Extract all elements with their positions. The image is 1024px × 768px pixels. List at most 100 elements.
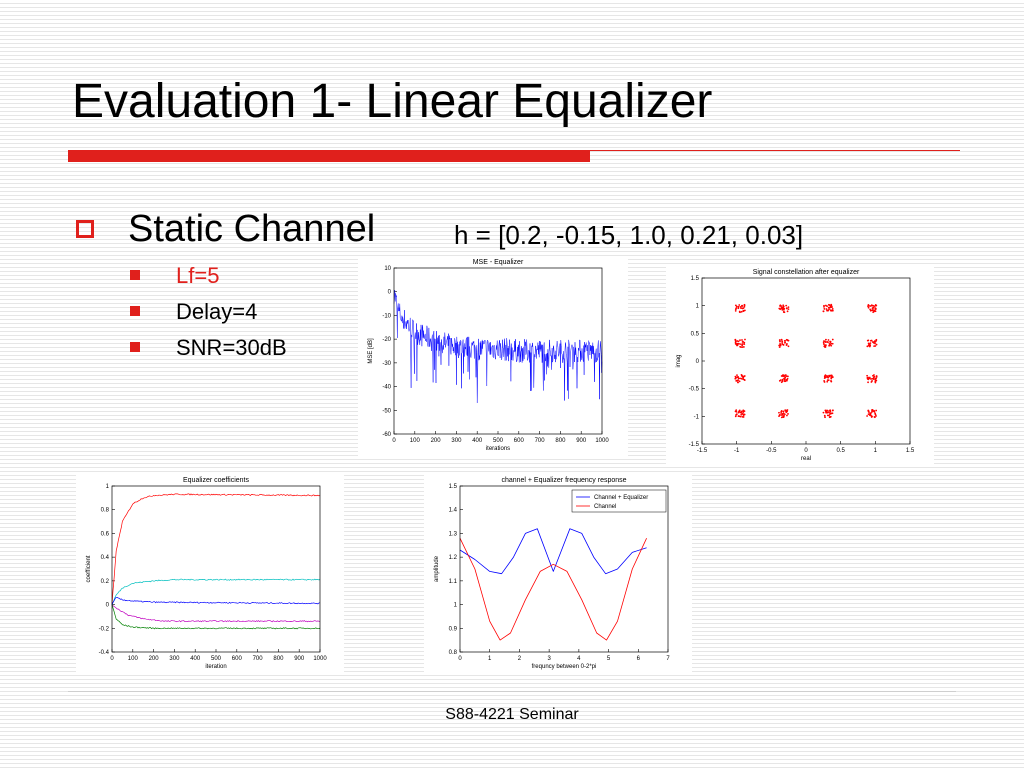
x-axis-label: iterations bbox=[486, 446, 510, 452]
x-tick-label: -1 bbox=[734, 448, 740, 454]
x-tick-label: 6 bbox=[637, 656, 641, 662]
constellation-sample bbox=[779, 304, 782, 307]
constellation-sample bbox=[743, 303, 746, 306]
constellation-point-cluster bbox=[734, 303, 746, 314]
constellation-sample bbox=[786, 310, 789, 313]
constellation-sample bbox=[741, 343, 744, 345]
constellation-sample bbox=[870, 339, 873, 342]
constellation-sample bbox=[739, 305, 742, 308]
constellation-sample bbox=[831, 412, 834, 415]
constellation-sample bbox=[867, 342, 870, 345]
constellation-sample bbox=[736, 342, 739, 345]
y-tick-label: 1 bbox=[106, 484, 110, 490]
y-tick-label: 10 bbox=[384, 266, 391, 272]
constellation-sample bbox=[781, 378, 784, 381]
y-tick-label: 0.2 bbox=[101, 579, 110, 585]
constellation-sample bbox=[869, 305, 872, 307]
x-tick-label: 900 bbox=[576, 438, 587, 444]
constellation-point-cluster bbox=[866, 374, 878, 384]
square-bullet-icon bbox=[130, 342, 140, 352]
constellation-sample bbox=[872, 310, 875, 313]
y-tick-label: -20 bbox=[382, 337, 391, 343]
constellation-sample bbox=[737, 307, 740, 310]
constellation-sample bbox=[871, 380, 873, 382]
y-axis-label: imag bbox=[676, 354, 682, 367]
constellation-sample bbox=[784, 341, 787, 344]
constellation-point-cluster bbox=[867, 303, 878, 314]
x-tick-label: 300 bbox=[451, 438, 462, 444]
y-tick-label: -50 bbox=[382, 408, 391, 414]
constellation-sample bbox=[828, 342, 831, 345]
constellation-sample bbox=[736, 376, 739, 378]
constellation-sample bbox=[866, 415, 868, 417]
coefficients-chart-panel: Equalizer coefficients 0 100 200 300 400 500 60… bbox=[76, 472, 344, 672]
constellation-sample bbox=[741, 341, 744, 343]
constellation-sample bbox=[738, 304, 741, 306]
constellation-sample bbox=[737, 377, 740, 380]
y-tick-label: 1 bbox=[454, 603, 458, 609]
constellation-sample bbox=[780, 338, 783, 341]
y-tick-label: -30 bbox=[382, 361, 391, 367]
x-tick-label: 1 bbox=[488, 656, 492, 662]
y-tick-label: -0.2 bbox=[99, 626, 110, 632]
constellation-sample bbox=[737, 379, 740, 382]
constellation-sample bbox=[782, 410, 785, 413]
x-tick-label: 600 bbox=[232, 656, 243, 662]
constellation-chart-panel: Signal constellation after equalizer -1.5… bbox=[666, 264, 934, 464]
constellation-sample bbox=[826, 305, 828, 308]
x-axis-label: iteration bbox=[205, 664, 226, 670]
constellation-sample bbox=[739, 415, 742, 418]
constellation-sample bbox=[782, 305, 785, 308]
constellation-sample bbox=[787, 345, 790, 348]
square-bullet-icon bbox=[130, 306, 140, 316]
x-axis-label: real bbox=[801, 456, 811, 462]
constellation-sample bbox=[744, 309, 746, 312]
constellation-sample bbox=[781, 341, 784, 344]
constellation-sample bbox=[868, 305, 870, 307]
coefficient-series-line bbox=[111, 604, 320, 623]
frequency-series-line bbox=[459, 528, 647, 575]
constellation-sample bbox=[872, 304, 875, 307]
mse-chart-panel: MSE - Equalizer 0 100 200 300 400 500 600 700 800… bbox=[358, 256, 628, 458]
constellation-sample bbox=[738, 410, 740, 413]
y-tick-label: -0.5 bbox=[689, 387, 700, 393]
x-tick-label: 200 bbox=[149, 656, 160, 662]
constellation-sample bbox=[741, 339, 743, 341]
x-tick-label: 100 bbox=[410, 438, 421, 444]
x-tick-label: 400 bbox=[190, 656, 201, 662]
constellation-sample bbox=[875, 409, 878, 412]
constellation-sample bbox=[787, 375, 789, 378]
y-tick-label: 1.3 bbox=[449, 531, 458, 537]
constellation-sample bbox=[740, 374, 743, 376]
constellation-point-cluster bbox=[823, 374, 834, 383]
constellation-sample bbox=[875, 343, 878, 346]
constellation-point-cluster bbox=[778, 374, 789, 384]
constellation-sample bbox=[868, 414, 871, 417]
constellation-sample bbox=[734, 304, 737, 307]
constellation-sample bbox=[830, 342, 833, 345]
constellation-point-cluster bbox=[822, 409, 834, 419]
constellation-sample bbox=[782, 304, 785, 307]
constellation-point-cluster bbox=[866, 408, 878, 419]
y-tick-label: -40 bbox=[382, 385, 391, 391]
legend-entry: Channel bbox=[594, 504, 616, 510]
constellation-sample bbox=[742, 376, 745, 379]
coefficient-series-line bbox=[111, 578, 321, 605]
x-tick-label: 400 bbox=[472, 438, 483, 444]
constellation-sample bbox=[875, 375, 878, 378]
constellation-sample bbox=[735, 413, 738, 416]
x-tick-label: 500 bbox=[493, 438, 504, 444]
constellation-sample bbox=[784, 378, 786, 381]
constellation-sample bbox=[826, 379, 829, 382]
constellation-sample bbox=[868, 411, 870, 413]
constellation-sample bbox=[870, 416, 873, 418]
y-tick-label: 0 bbox=[388, 290, 392, 296]
chart-title: Signal constellation after equalizer bbox=[753, 269, 860, 276]
constellation-sample bbox=[823, 381, 826, 383]
constellation-sample bbox=[831, 308, 834, 310]
constellation-sample bbox=[741, 304, 743, 307]
constellation-sample bbox=[737, 340, 740, 343]
constellation-sample bbox=[778, 339, 781, 341]
constellation-sample bbox=[742, 411, 745, 413]
legend-entry: Channel + Equalizer bbox=[594, 495, 648, 501]
